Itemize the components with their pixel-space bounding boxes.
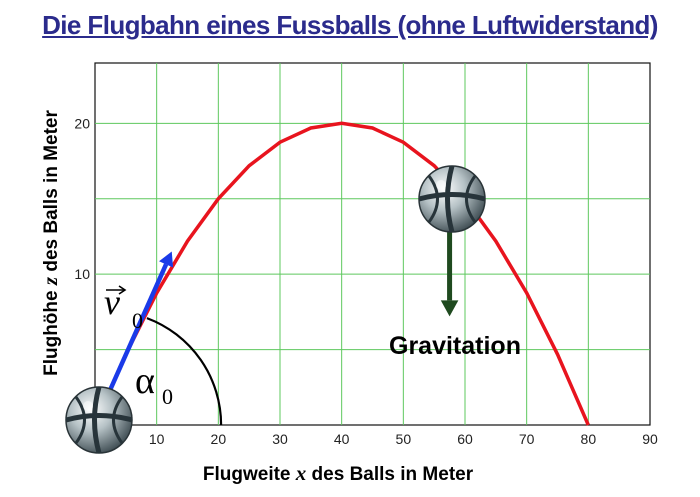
y-tick-label: 10 — [74, 266, 90, 282]
gravity-arrow — [440, 228, 459, 317]
velocity-label: v 0 — [104, 282, 143, 333]
x-tick-label: 10 — [149, 431, 165, 447]
soccer-ball-icon — [65, 386, 133, 454]
grid — [95, 63, 650, 425]
svg-text:α: α — [135, 360, 155, 402]
x-tick-label: 90 — [642, 431, 658, 447]
x-tick-label: 40 — [334, 431, 350, 447]
gravity-label: Gravitation — [389, 332, 521, 360]
angle-label: α 0 — [135, 360, 173, 409]
plot-area — [94, 62, 651, 426]
x-tick-label: 30 — [272, 431, 288, 447]
x-axis-label: Flugweite x des Balls in Meter — [203, 461, 474, 485]
soccer-ball-icon — [418, 165, 486, 233]
svg-text:v: v — [104, 282, 120, 322]
y-tick-label: 20 — [74, 115, 90, 131]
x-tick-label: 50 — [396, 431, 412, 447]
velocity-vector — [104, 251, 174, 398]
launch-angle-arc — [146, 317, 223, 426]
svg-text:0: 0 — [132, 308, 143, 333]
x-tick-label: 20 — [211, 431, 227, 447]
page-title: Die Flugbahn eines Fussballs (ohne Luftw… — [42, 10, 658, 40]
x-tick-label: 60 — [457, 431, 473, 447]
tick-labels: 10 20 30 40 50 60 70 80 90 10 20 — [74, 115, 658, 447]
x-tick-label: 80 — [581, 431, 597, 447]
x-tick-label: 70 — [519, 431, 535, 447]
svg-text:0: 0 — [162, 384, 173, 409]
trajectory-line — [93, 121, 590, 426]
y-axis-label: Flughöhe z des Balls in Meter — [38, 110, 62, 376]
